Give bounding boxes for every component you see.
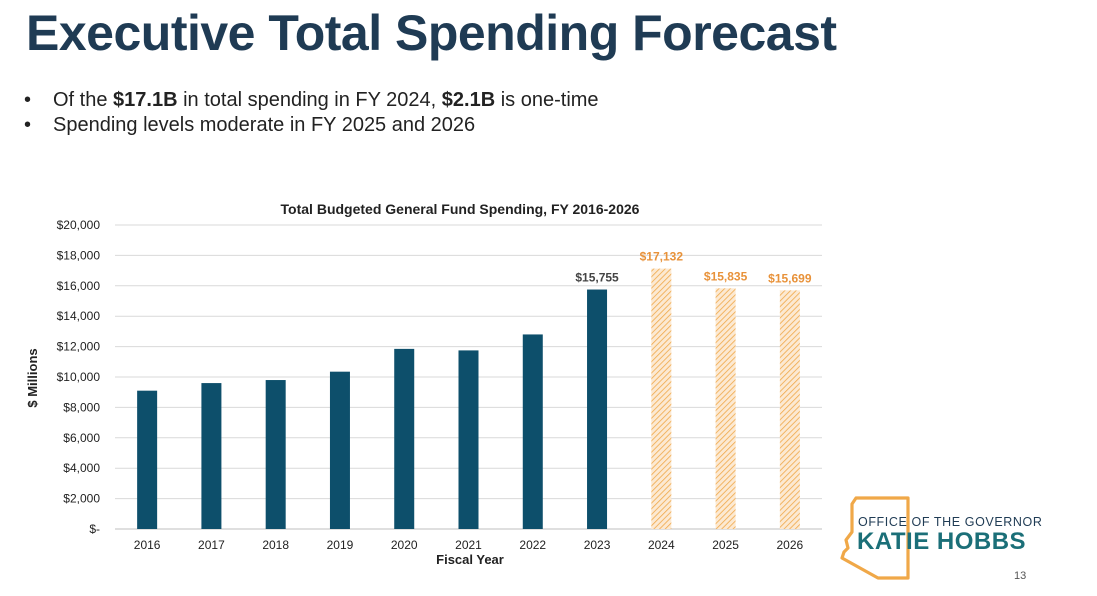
x-tick-label: 2025 [712,538,739,552]
bullet-dot: • [24,114,32,136]
bullet-text: Of the [53,89,114,111]
bar [265,380,286,529]
bullet-list: • Of the $17.1B in total spending in FY 2… [24,88,599,138]
y-tick-label: $12,000 [57,340,101,354]
bar [458,350,479,529]
bar [522,334,543,529]
y-axis-label: $ Millions [25,348,40,407]
governor-logo: OFFICE OF THE GOVERNOR KATIE HOBBS [838,490,1058,582]
y-tick-label: $2,000 [63,492,100,506]
data-label: $15,755 [575,271,619,285]
y-tick-label: $10,000 [57,370,101,384]
x-tick-label: 2018 [262,538,289,552]
y-tick-label: $14,000 [57,309,101,323]
forecast-bar [651,268,672,529]
bullet-item: • Of the $17.1B in total spending in FY 2… [24,88,599,113]
x-tick-label: 2021 [455,538,482,552]
x-axis-label: Fiscal Year [436,552,504,567]
y-tick-label: $20,000 [57,218,101,232]
x-tick-label: 2026 [777,538,804,552]
arizona-outline-icon [840,496,910,580]
bullet-item: • Spending levels moderate in FY 2025 and… [24,113,599,138]
x-tick-label: 2020 [391,538,418,552]
forecast-bar [715,288,736,529]
bar [137,390,158,529]
data-label: $15,835 [704,269,748,283]
bar [587,289,608,529]
bar [201,383,222,529]
chart-title: Total Budgeted General Fund Spending, FY… [281,201,640,217]
bullet-text: is one-time [495,89,599,111]
bullet-bold-amount: $2.1B [441,89,496,111]
y-tick-label: $18,000 [57,248,101,262]
x-tick-label: 2024 [648,538,675,552]
bullet-text: in total spending in FY 2024, [177,89,442,111]
y-tick-label: $4,000 [63,461,100,475]
slide-title: Executive Total Spending Forecast [26,5,837,61]
data-label: $17,132 [640,250,684,264]
x-tick-label: 2019 [327,538,354,552]
y-tick-label: $- [89,522,100,536]
bullet-dot: • [24,89,32,111]
bullet-text: Spending levels moderate in FY 2025 and … [53,114,476,136]
forecast-bar [779,290,800,529]
bar [329,371,350,529]
x-tick-label: 2016 [134,538,161,552]
x-tick-label: 2022 [519,538,546,552]
bullet-bold-amount: $17.1B [113,89,178,111]
page-number: 13 [1014,570,1027,582]
logo-office-text: OFFICE OF THE GOVERNOR [858,515,1043,529]
y-tick-label: $16,000 [57,279,101,293]
y-tick-label: $6,000 [63,431,100,445]
bar [394,348,415,529]
x-tick-label: 2017 [198,538,225,552]
data-label: $15,699 [768,271,812,285]
logo-name-text: KATIE HOBBS [857,528,1027,555]
x-tick-label: 2023 [584,538,611,552]
y-tick-label: $8,000 [63,400,100,414]
